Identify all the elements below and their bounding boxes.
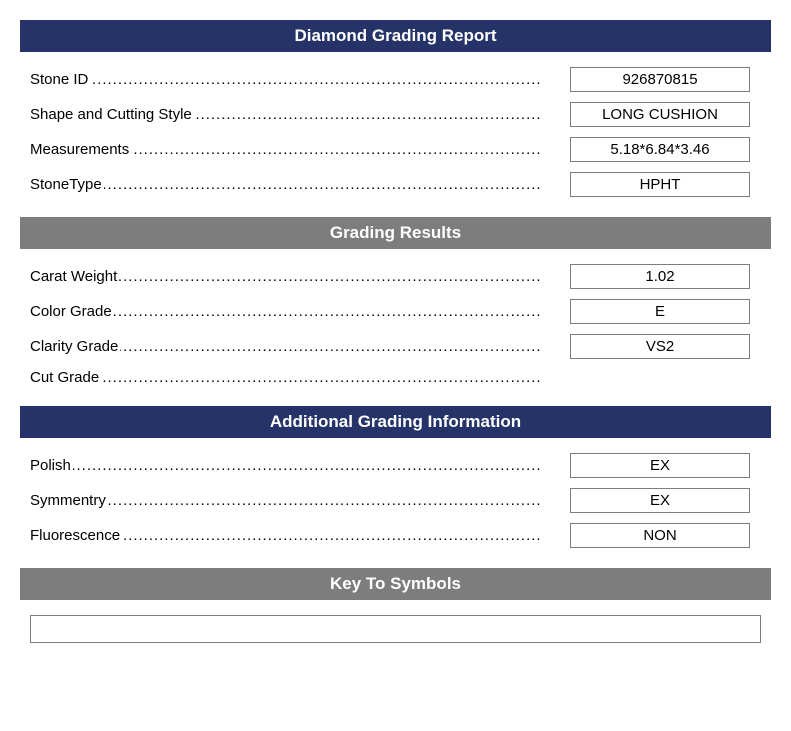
field-measurements: Measurements 5.18*6.84*3.46 (30, 137, 761, 162)
field-clarity: Clarity Grade VS2 (30, 334, 761, 359)
field-fluorescence: Fluorescence NON (30, 523, 761, 548)
grading-header: Grading Results (20, 217, 771, 249)
grading-section: Grading Results Carat Weight 1.02 Color … (20, 217, 771, 386)
value-clarity: VS2 (570, 334, 750, 359)
main-section: Diamond Grading Report Stone ID 92687081… (20, 20, 771, 197)
label-measurements: Measurements (30, 141, 540, 158)
field-carat: Carat Weight 1.02 (30, 264, 761, 289)
label-symmetry: Symmentry (30, 492, 540, 509)
value-measurements: 5.18*6.84*3.46 (570, 137, 750, 162)
field-stone-type: StoneType HPHT (30, 172, 761, 197)
value-carat: 1.02 (570, 264, 750, 289)
value-polish: EX (570, 453, 750, 478)
field-cut: Cut Grade (30, 369, 761, 386)
value-stone-id: 926870815 (570, 67, 750, 92)
field-shape: Shape and Cutting Style LONG CUSHION (30, 102, 761, 127)
symbols-box (30, 615, 761, 643)
value-cut (570, 375, 750, 381)
value-stone-type: HPHT (570, 172, 750, 197)
main-header: Diamond Grading Report (20, 20, 771, 52)
label-shape: Shape and Cutting Style (30, 106, 540, 123)
value-color: E (570, 299, 750, 324)
label-color: Color Grade (30, 303, 540, 320)
main-fields: Stone ID 926870815 Shape and Cutting Sty… (20, 67, 771, 197)
value-symmetry: EX (570, 488, 750, 513)
grading-fields: Carat Weight 1.02 Color Grade E Clarity … (20, 264, 771, 386)
field-polish: Polish EX (30, 453, 761, 478)
additional-header: Additional Grading Information (20, 406, 771, 438)
label-stone-id: Stone ID (30, 71, 540, 88)
field-stone-id: Stone ID 926870815 (30, 67, 761, 92)
label-clarity: Clarity Grade (30, 338, 540, 355)
value-fluorescence: NON (570, 523, 750, 548)
additional-section: Additional Grading Information Polish EX… (20, 406, 771, 548)
label-polish: Polish (30, 457, 540, 474)
field-symmetry: Symmentry EX (30, 488, 761, 513)
label-carat: Carat Weight (30, 268, 540, 285)
symbols-section: Key To Symbols (20, 568, 771, 643)
label-fluorescence: Fluorescence (30, 527, 540, 544)
additional-fields: Polish EX Symmentry EX Fluorescence NON (20, 453, 771, 548)
symbols-header: Key To Symbols (20, 568, 771, 600)
field-color: Color Grade E (30, 299, 761, 324)
value-shape: LONG CUSHION (570, 102, 750, 127)
label-stone-type: StoneType (30, 176, 540, 193)
label-cut: Cut Grade (30, 369, 540, 386)
